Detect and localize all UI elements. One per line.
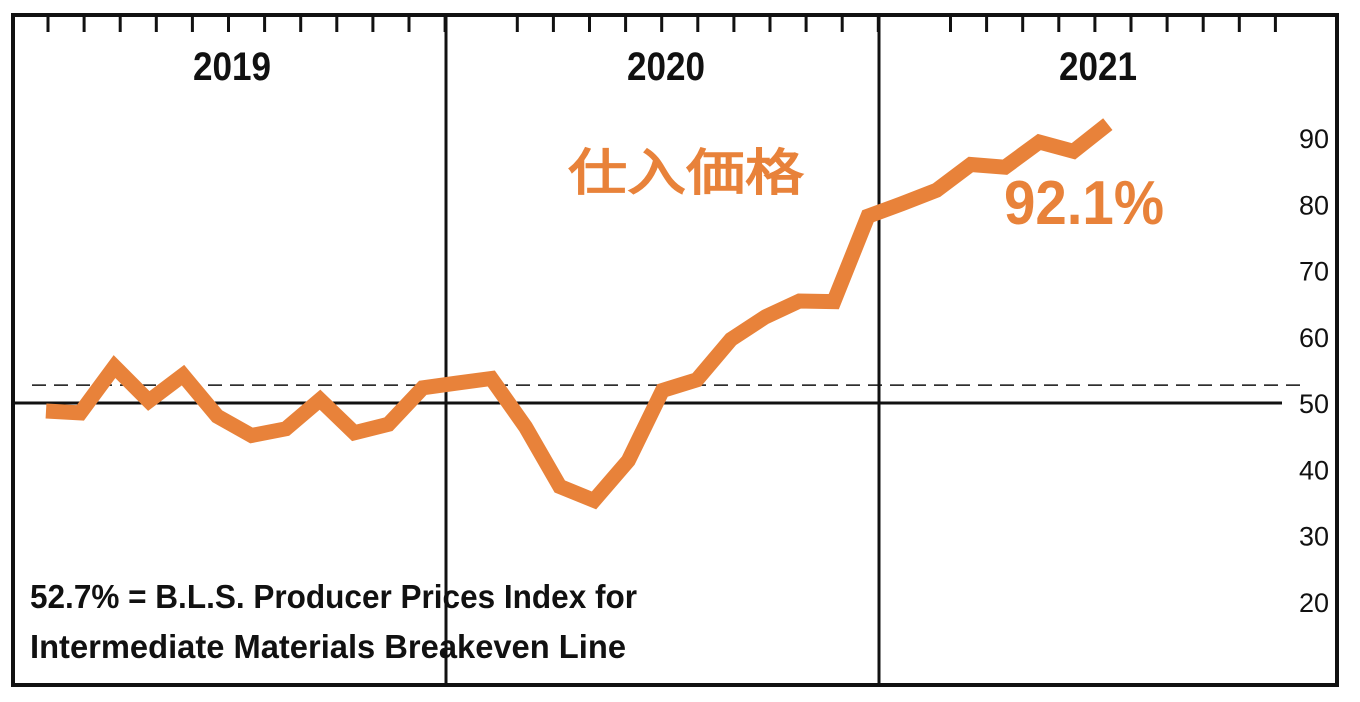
year-label-2020: 2020 bbox=[627, 45, 705, 89]
y-axis: 90 80 70 60 50 40 30 20 bbox=[1299, 124, 1329, 618]
y-tick-label: 50 bbox=[1299, 389, 1329, 419]
y-tick-label: 30 bbox=[1299, 522, 1329, 552]
y-tick-label: 40 bbox=[1299, 455, 1329, 485]
year-label-2021: 2021 bbox=[1059, 45, 1137, 89]
y-tick-label: 70 bbox=[1299, 257, 1329, 287]
series-line-purchase-prices bbox=[45, 118, 1113, 510]
y-tick-label: 90 bbox=[1299, 124, 1329, 154]
y-tick-label: 20 bbox=[1299, 588, 1329, 618]
y-tick-label: 80 bbox=[1299, 190, 1329, 220]
series-label: 仕入価格 bbox=[568, 144, 805, 202]
annotation-line-2: Intermediate Materials Breakeven Line bbox=[30, 628, 626, 665]
year-label-2019: 2019 bbox=[193, 45, 271, 89]
chart-frame bbox=[11, 13, 1339, 687]
annotation-line-1: 52.7% = B.L.S. Producer Prices Index for bbox=[30, 578, 637, 615]
y-tick-label: 60 bbox=[1299, 323, 1329, 353]
month-ticks bbox=[46, 15, 1277, 32]
end-value-label: 92.1% bbox=[1004, 169, 1164, 238]
